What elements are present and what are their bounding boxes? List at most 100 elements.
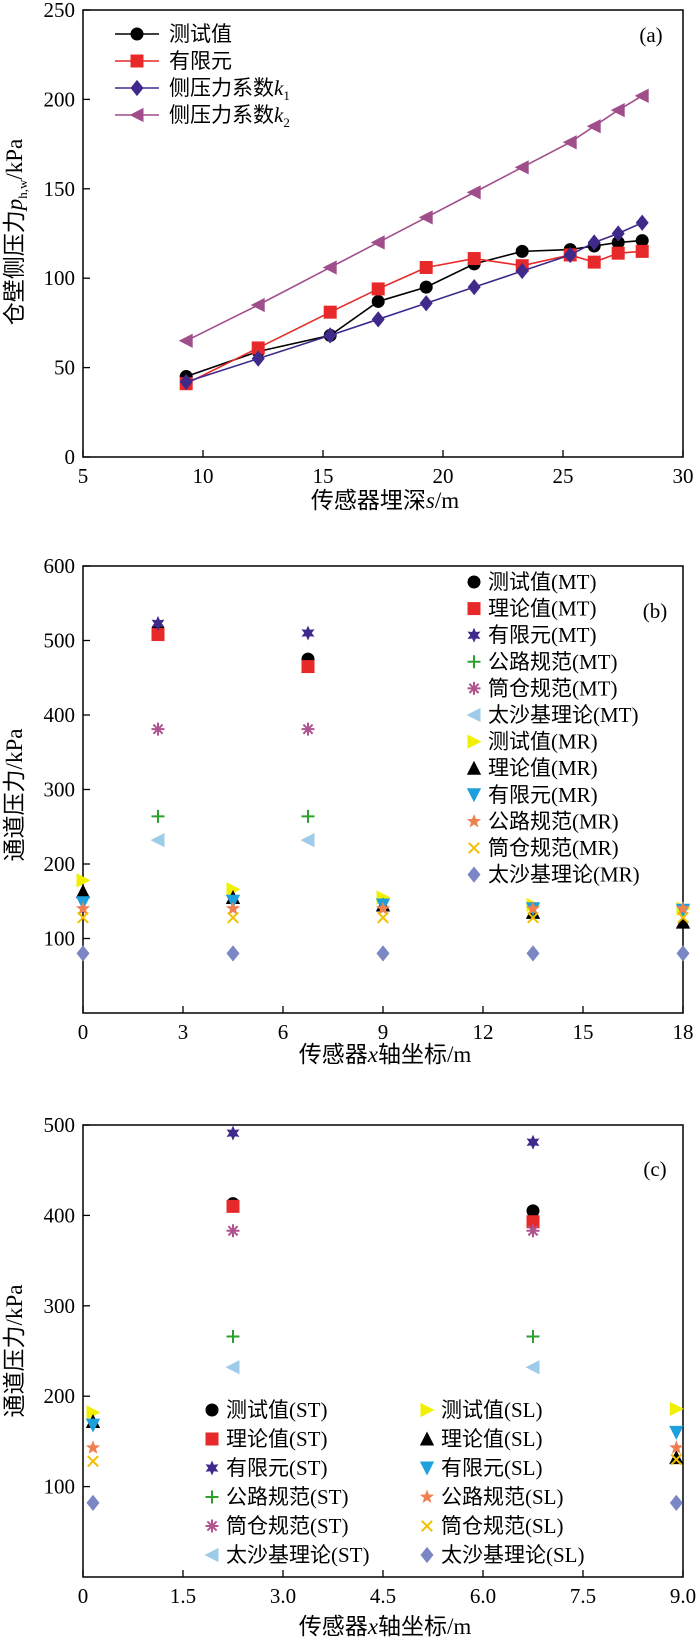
data-point: [227, 911, 239, 924]
series-5: [151, 722, 315, 736]
series-6: [85, 1418, 684, 1440]
y-tick-label: 200: [44, 852, 76, 876]
legend-item: 太沙基理论(SL): [420, 1543, 585, 1567]
legend-marker: [467, 655, 481, 669]
y-tick-label: 100: [44, 1475, 76, 1499]
data-point: [301, 660, 315, 674]
legend-item: 筒仓规范(MR): [468, 836, 619, 860]
legend-label: 太沙基理论(SL): [441, 1543, 585, 1567]
legend-item: 公路规范(SL): [419, 1485, 564, 1509]
data-point: [526, 1224, 540, 1238]
x-tick-label: 15: [573, 1020, 594, 1044]
y-axis-label-c: 通道压力/kPa: [2, 1285, 27, 1418]
legend-label: 测试值(MR): [488, 730, 598, 754]
x-tick-label: 9.0: [670, 1584, 696, 1608]
data-point: [669, 1494, 683, 1511]
legend-label: 有限元(ST): [226, 1456, 328, 1480]
legend-label: 侧压力系数k2: [169, 103, 290, 130]
data-point: [371, 311, 385, 328]
data-point: [375, 901, 391, 915]
series-5: [226, 1125, 540, 1150]
legend-label: 公路规范(MR): [488, 809, 619, 833]
legend-marker: [205, 1490, 219, 1504]
data-point: [526, 1204, 540, 1218]
legend-label: 理论值(MT): [488, 597, 597, 621]
data-point: [251, 350, 265, 367]
data-point: [370, 235, 385, 250]
legend-marker: [205, 1403, 219, 1417]
data-point: [610, 102, 625, 118]
data-point: [677, 911, 689, 924]
legend-marker: [419, 1431, 435, 1446]
axis-ticks-c: 0 1.5 3.0 4.5 6.0 7.5 9.0 100 200 300 400 500: [44, 1113, 697, 1608]
data-point: [670, 1453, 683, 1466]
x-tick-label: 9: [378, 1020, 389, 1044]
legend-label: 太沙基理论(ST): [226, 1543, 370, 1567]
legend-item: 公路规范(MR): [466, 809, 619, 833]
legend-label: 测试值(SL): [441, 1398, 543, 1422]
data-point: [635, 234, 649, 248]
data-point: [515, 244, 529, 258]
data-point: [634, 88, 649, 103]
legend-item: 测试值(ST): [205, 1398, 328, 1422]
series-9: [226, 1224, 540, 1238]
y-tick-label: 50: [54, 356, 75, 380]
data-point: [562, 135, 577, 150]
data-point: [226, 1125, 240, 1141]
x-tick-label: 10: [193, 464, 214, 488]
data-point: [76, 873, 91, 888]
legend-item: 有限元(MT): [467, 623, 597, 647]
data-point: [226, 1224, 240, 1238]
legend-item: 理论值(MR): [466, 756, 598, 780]
legend-marker: [130, 54, 144, 68]
series-10: [87, 1453, 683, 1468]
legend-item: 测试值(MT): [467, 570, 597, 594]
x-tick-label: 0: [78, 1584, 89, 1608]
legend-label: 公路规范(MT): [488, 650, 618, 674]
data-point: [376, 945, 390, 962]
x-tick-label: 25: [553, 464, 574, 488]
legend-item: 测试值: [115, 22, 232, 46]
series-layer-b: [75, 615, 691, 962]
plot-frame-a: [82, 9, 684, 458]
data-point: [86, 1405, 101, 1420]
legend-item: 太沙基理论(MT): [466, 703, 639, 727]
data-point: [151, 628, 165, 642]
legend-item: 理论值(SL): [419, 1427, 543, 1451]
data-point: [525, 901, 541, 915]
y-tick-label: 100: [44, 927, 76, 951]
data-point: [526, 1215, 540, 1229]
axis-ticks-a: 5 10 15 20 25 30 0 50 100 150 200 250: [44, 0, 694, 488]
legend-item: 有限元(ST): [205, 1456, 328, 1480]
series-2: [151, 628, 315, 674]
data-point: [225, 901, 241, 915]
y-tick-label: 600: [44, 554, 76, 578]
y-tick-label: 500: [44, 1113, 76, 1137]
data-point: [611, 235, 625, 249]
legend-marker: [466, 813, 482, 828]
legend-item: 理论值(MT): [467, 597, 597, 621]
x-tick-label: 1.5: [170, 1584, 196, 1608]
series-8: [85, 1440, 684, 1454]
data-point: [669, 1425, 684, 1440]
y-tick-label: 300: [44, 1294, 76, 1318]
legend-item: 有限元: [115, 49, 232, 73]
data-point: [300, 833, 315, 848]
legend-marker: [421, 1520, 433, 1532]
series-4: [178, 88, 649, 348]
y-tick-label: 200: [44, 87, 76, 111]
legend-marker: [466, 707, 481, 723]
legend-label: 理论值(MR): [488, 756, 598, 780]
legend-marker: [205, 1432, 219, 1446]
x-axis-label-b: 传感器x轴坐标/m: [299, 1042, 472, 1067]
legend-label: 有限元(SL): [441, 1456, 543, 1480]
legend-item: 侧压力系数k2: [115, 103, 290, 130]
legend-item: 测试值(MR): [467, 730, 598, 754]
data-point: [226, 1330, 240, 1344]
data-point: [587, 255, 601, 269]
data-point: [151, 809, 165, 823]
data-point: [86, 1494, 100, 1511]
data-point: [419, 280, 433, 294]
